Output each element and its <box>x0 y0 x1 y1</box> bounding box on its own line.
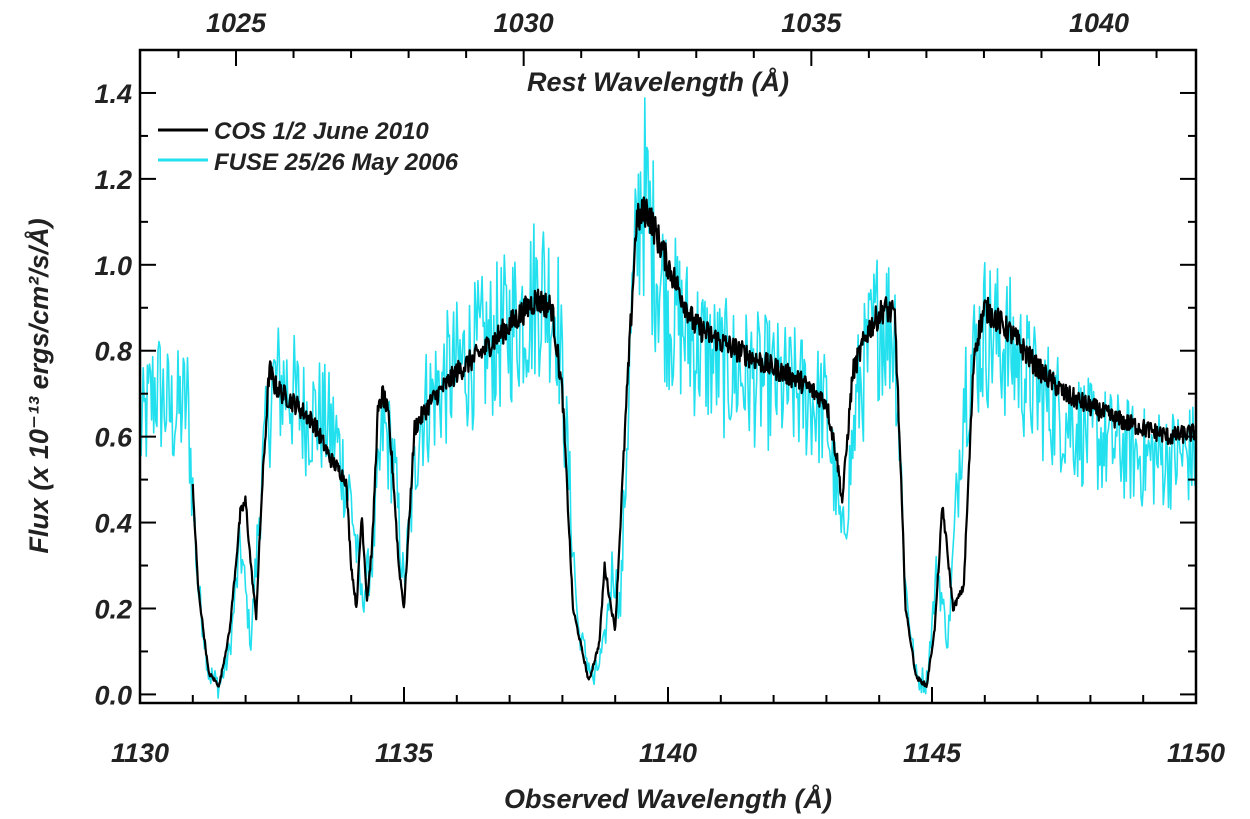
x-tick-label: 1150 <box>1167 738 1225 768</box>
tick-labels: 1130 1135 1140 1145 1150 1025 1030 1035 1040 0.0 0… <box>94 8 1225 768</box>
cos-series-line <box>191 196 1197 688</box>
y-tick-label: 0.6 <box>94 423 133 453</box>
axis-ticks <box>139 50 1197 703</box>
cos-series-layer <box>191 196 1197 688</box>
y-tick-label: 1.0 <box>94 251 132 281</box>
top-tick-label: 1025 <box>206 8 267 38</box>
x-tick-label: 1135 <box>375 738 434 768</box>
x-axis-title: Observed Wavelength (Å) <box>504 783 832 814</box>
legend: COS 1/2 June 2010 FUSE 25/26 May 2006 <box>158 118 459 176</box>
top-axis-title: Rest Wavelength (Å) <box>527 66 789 97</box>
y-tick-label: 0.4 <box>94 509 132 539</box>
x-tick-label: 1130 <box>111 738 169 768</box>
y-tick-label: 1.4 <box>94 79 132 109</box>
y-tick-label: 0.2 <box>94 594 132 624</box>
y-tick-label: 1.2 <box>94 165 132 195</box>
legend-label-fuse: FUSE 25/26 May 2006 <box>214 149 459 176</box>
x-tick-label: 1145 <box>903 738 962 768</box>
y-axis-title: Flux (x 10⁻¹³ ergs/cm²/s/Å) <box>23 218 54 553</box>
top-tick-label: 1040 <box>1069 8 1129 38</box>
top-tick-label: 1035 <box>781 8 842 38</box>
y-tick-label: 0.0 <box>94 680 132 710</box>
top-tick-label: 1030 <box>494 8 554 38</box>
legend-label-cos: COS 1/2 June 2010 <box>214 118 429 145</box>
x-tick-label: 1140 <box>639 738 697 768</box>
y-tick-label: 0.8 <box>94 337 132 367</box>
